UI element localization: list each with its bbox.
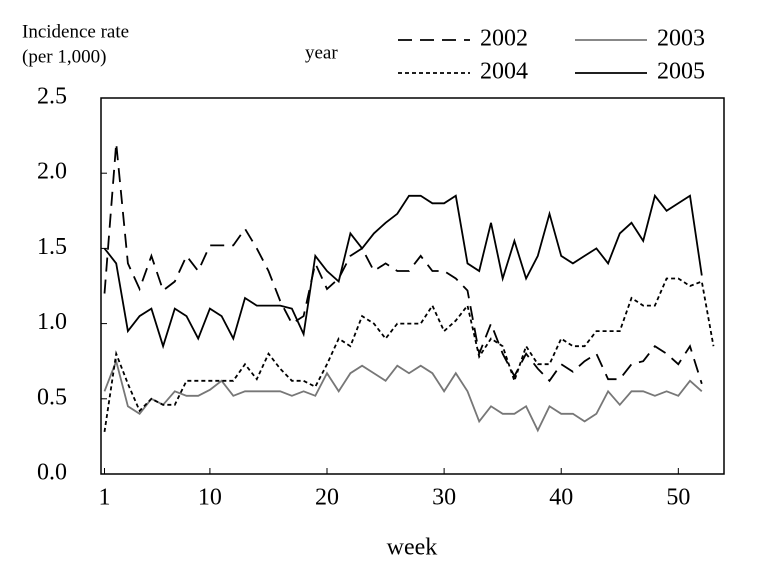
y-tick-label: 1.0 bbox=[37, 309, 67, 335]
series-line bbox=[103, 143, 703, 385]
x-tick-label: 30 bbox=[432, 485, 456, 511]
y-tick-label: 1.5 bbox=[37, 234, 67, 260]
x-tick-label: 20 bbox=[315, 485, 339, 511]
series-line bbox=[103, 358, 703, 433]
legend-label: 2004 bbox=[480, 59, 528, 85]
y-tick-label: 2.0 bbox=[37, 159, 67, 185]
plot-frame bbox=[100, 97, 725, 475]
legend-label: 2005 bbox=[657, 59, 705, 85]
legend-label: 2002 bbox=[480, 26, 528, 52]
x-tick-label: 40 bbox=[549, 485, 573, 511]
x-tick-label: 50 bbox=[666, 485, 690, 511]
y-axis-label: (per 1,000) bbox=[22, 46, 106, 67]
x-axis-label: week bbox=[387, 535, 438, 561]
y-tick-label: 2.5 bbox=[37, 84, 67, 110]
legend-label: 2003 bbox=[657, 26, 705, 52]
series-line bbox=[103, 193, 703, 350]
y-axis-label: Incidence rate bbox=[22, 21, 129, 42]
x-tick-label: 1 bbox=[99, 485, 111, 511]
x-tick-label: 10 bbox=[198, 485, 222, 511]
y-tick-label: 0.5 bbox=[37, 384, 67, 410]
series-line bbox=[103, 277, 715, 433]
legend-title: year bbox=[305, 42, 338, 63]
y-tick-label: 0.0 bbox=[37, 460, 67, 486]
